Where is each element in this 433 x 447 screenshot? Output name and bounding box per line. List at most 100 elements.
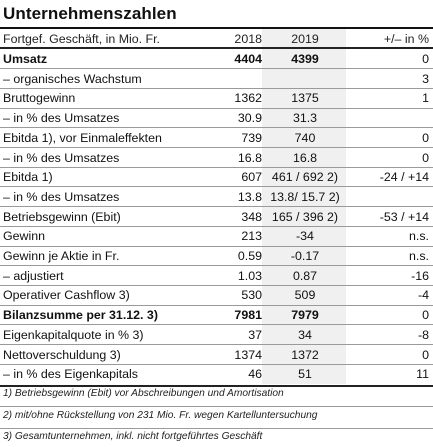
value-change: -53 / +14 bbox=[379, 209, 429, 224]
table-row: Umsatz 4404 4399 0 bbox=[0, 49, 433, 69]
value-2018: 530 bbox=[241, 288, 262, 303]
row-label: Gewinn bbox=[3, 229, 46, 244]
row-label: – in % des Umsatzes bbox=[3, 189, 120, 204]
table-row: – in % des Eigenkapitals 46 51 11 bbox=[0, 364, 433, 384]
value-2019: 31.3 bbox=[292, 111, 318, 126]
value-2019: 1372 bbox=[291, 347, 319, 362]
table-row: – in % des Umsatzes 30.9 31.3 bbox=[0, 108, 433, 128]
row-label: – in % des Eigenkapitals bbox=[3, 367, 139, 382]
table-row: Gewinn je Aktie in Fr. 0.59 -0.17 n.s. bbox=[0, 246, 433, 266]
header-change: +/– in % bbox=[383, 32, 429, 46]
value-change: 0 bbox=[422, 52, 429, 66]
table-row: – in % des Umsatzes 13.8 13.8/ 15.7 2) bbox=[0, 187, 433, 207]
value-change: -8 bbox=[417, 327, 429, 342]
value-2019: -0.17 bbox=[290, 249, 320, 263]
value-change: 0 bbox=[422, 150, 429, 165]
value-2019: 165 / 396 2) bbox=[271, 209, 339, 224]
table-row: – in % des Umsatzes 16.8 16.8 0 bbox=[0, 148, 433, 168]
value-2018: 16.8 bbox=[237, 150, 262, 165]
table-row: Eigenkapitalquote in % 3) 37 34 -8 bbox=[0, 325, 433, 345]
value-2019: -34 bbox=[296, 229, 314, 244]
header-row: Fortgef. Geschäft, in Mio. Fr. 2018 2019… bbox=[0, 29, 433, 49]
value-2018: 739 bbox=[241, 130, 262, 145]
value-2019: 51 bbox=[298, 367, 312, 382]
value-2019: 461 / 692 2) bbox=[271, 170, 339, 185]
table-row: Nettoverschuldung 3) 1374 1372 0 bbox=[0, 345, 433, 365]
header-2019: 2019 bbox=[291, 32, 319, 46]
value-2018: 1362 bbox=[234, 91, 262, 106]
table-row: Ebitda 1) 607 461 / 692 2) -24 / +14 bbox=[0, 167, 433, 187]
value-2018: 213 bbox=[241, 229, 262, 244]
value-change: 0 bbox=[422, 130, 429, 145]
value-2018: 4404 bbox=[234, 52, 262, 66]
value-2018: 0.59 bbox=[237, 249, 262, 263]
row-divider bbox=[0, 206, 433, 208]
value-change: 0 bbox=[422, 308, 429, 323]
table-row: – organisches Wachstum 3 bbox=[0, 69, 433, 89]
row-divider bbox=[0, 265, 433, 267]
table-row: Gewinn 213 -34 n.s. bbox=[0, 226, 433, 246]
value-change: 11 bbox=[416, 367, 429, 382]
value-change: n.s. bbox=[409, 249, 429, 263]
footnote-divider-1 bbox=[0, 406, 433, 407]
value-change: 0 bbox=[422, 347, 429, 362]
row-label: Umsatz bbox=[3, 52, 48, 66]
value-2018: 30.9 bbox=[237, 111, 262, 126]
row-divider bbox=[0, 344, 433, 345]
value-2018: 13.8 bbox=[237, 189, 262, 204]
value-2019: 13.8/ 15.7 2) bbox=[270, 189, 340, 204]
row-label: – adjustiert bbox=[3, 268, 64, 283]
value-change: n.s. bbox=[409, 229, 429, 244]
value-2019: 509 bbox=[294, 288, 316, 303]
value-2018: 607 bbox=[241, 170, 262, 185]
row-label: – organisches Wachstum bbox=[3, 71, 142, 86]
row-label: – in % des Umsatzes bbox=[3, 150, 120, 165]
footnote-divider-2 bbox=[0, 428, 433, 429]
row-divider bbox=[0, 147, 433, 148]
row-divider bbox=[0, 87, 433, 89]
value-2018: 1.03 bbox=[237, 268, 262, 283]
value-2018: 37 bbox=[248, 327, 262, 342]
value-2018: 1374 bbox=[234, 347, 262, 362]
header-2018: 2018 bbox=[234, 32, 262, 46]
row-divider bbox=[0, 324, 433, 326]
value-2019: 4399 bbox=[291, 52, 319, 66]
table-row: Betriebsgewinn (Ebit) 348 165 / 396 2) -53 … bbox=[0, 207, 433, 227]
row-divider bbox=[0, 166, 433, 168]
value-change: 1 bbox=[422, 91, 429, 106]
row-divider bbox=[0, 245, 433, 247]
value-2019: 7979 bbox=[291, 308, 319, 323]
table-title: Unternehmenszahlen bbox=[3, 4, 177, 23]
row-divider bbox=[0, 127, 433, 129]
row-divider bbox=[0, 107, 433, 109]
value-change: -16 bbox=[411, 268, 429, 283]
row-label: Gewinn je Aktie in Fr. bbox=[3, 249, 120, 263]
row-label: Bruttogewinn bbox=[3, 91, 76, 106]
table-row: Operativer Cashflow 3) 530 509 -4 bbox=[0, 285, 433, 305]
value-2019: 740 bbox=[294, 130, 316, 145]
value-change: -24 / +14 bbox=[379, 170, 429, 185]
footer-rule bbox=[0, 385, 433, 387]
footnote-3: 3) Gesamtunternehmen, inkl. nicht fortge… bbox=[3, 431, 263, 442]
row-label: Bilanzsumme per 31.12. 3) bbox=[3, 308, 158, 323]
value-2019: 0.87 bbox=[292, 268, 318, 283]
header-rule bbox=[0, 47, 433, 49]
row-divider bbox=[0, 363, 433, 365]
row-label: Eigenkapitalquote in % 3) bbox=[3, 327, 144, 342]
row-label: Betriebsgewinn (Ebit) bbox=[3, 209, 121, 224]
row-label: Ebitda 1) bbox=[3, 170, 53, 185]
row-divider bbox=[0, 225, 433, 227]
row-label: Ebitda 1), vor Einmaleffekten bbox=[3, 130, 162, 145]
header-label: Fortgef. Geschäft, in Mio. Fr. bbox=[3, 32, 161, 46]
footnote-1: 1) Betriebsgewinn (Ebit) vor Abschreibun… bbox=[3, 388, 284, 399]
value-2018: 348 bbox=[241, 209, 262, 224]
value-change: -4 bbox=[417, 288, 429, 303]
row-label: Operativer Cashflow 3) bbox=[3, 288, 130, 303]
value-2019: 34 bbox=[298, 327, 312, 342]
row-divider bbox=[0, 284, 433, 286]
row-divider bbox=[0, 186, 433, 188]
value-change: 3 bbox=[422, 71, 429, 86]
row-label: – in % des Umsatzes bbox=[3, 111, 120, 126]
value-2018: 7981 bbox=[234, 308, 262, 323]
footnote-2: 2) mit/ohne Rückstellung von 231 Mio. Fr… bbox=[3, 410, 318, 421]
